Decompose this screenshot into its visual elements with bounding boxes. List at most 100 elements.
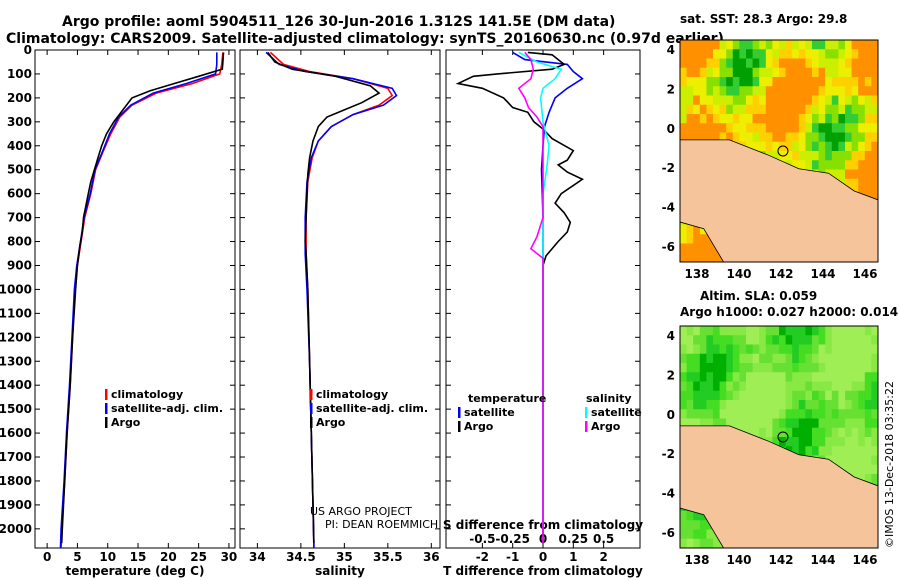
map-cell (812, 123, 820, 133)
map-cell (851, 400, 859, 410)
map-cell (739, 40, 747, 50)
map-cell (805, 353, 813, 364)
legend-swatch (585, 407, 588, 418)
map-cell (858, 151, 866, 161)
legend-label: Argo (316, 416, 346, 429)
project-label: US ARGO PROJECT (310, 505, 412, 518)
series-line-salinity-argo (517, 51, 544, 544)
map-cell (759, 381, 767, 392)
map-cell (713, 58, 721, 69)
map-cell (871, 188, 879, 198)
temperature-x-tick-label: 5 (73, 550, 81, 564)
map-cell (693, 77, 701, 87)
map-cell (693, 252, 701, 263)
map-cell (825, 446, 833, 456)
map-cell (706, 243, 714, 254)
map-cell (858, 77, 866, 87)
map-cell (831, 372, 839, 382)
map-cell (825, 363, 833, 373)
map-cell (864, 372, 872, 382)
map-cell (759, 86, 767, 96)
map-cell (871, 67, 879, 78)
series-line-argo (60, 52, 225, 544)
map-cell (825, 95, 833, 106)
map-cell (798, 104, 806, 115)
map-cell (851, 160, 859, 170)
map-cell (686, 67, 694, 78)
map-cell (858, 104, 866, 115)
map-x-tick-label: 142 (768, 267, 793, 281)
map-cell (726, 363, 734, 373)
map-cell (831, 344, 839, 355)
map-cell (871, 474, 879, 484)
sst-map-title: sat. SST: 28.3 Argo: 29.8 (680, 12, 847, 26)
map-cell (798, 409, 806, 419)
map-cell (812, 418, 820, 429)
sla-map-title-line1: Altim. SLA: 0.059 (700, 289, 817, 303)
map-cell (805, 123, 813, 133)
depth-tick-label: 1700 (0, 450, 32, 464)
map-x-tick-label: 138 (684, 553, 709, 567)
map-cell (864, 427, 872, 438)
map-cell (825, 372, 833, 382)
map-cell (759, 58, 767, 69)
map-cell (759, 95, 767, 106)
map-cell (719, 400, 727, 410)
map-cell (693, 104, 701, 115)
map-cell (752, 104, 760, 115)
map-cell (812, 409, 820, 419)
map-cell (785, 114, 793, 124)
map-cell (732, 58, 740, 69)
map-cell (713, 353, 721, 364)
map-cell (752, 390, 760, 401)
map-cell (825, 141, 833, 152)
map-cell (845, 132, 853, 143)
map-cell (693, 363, 701, 373)
map-cell (838, 104, 846, 115)
map-cell (805, 446, 813, 456)
map-cell (805, 95, 813, 106)
map-cell (772, 40, 780, 50)
figure-title-line2: Climatology: CARS2009. Satellite-adjuste… (6, 31, 724, 47)
map-cell (772, 363, 780, 373)
map-cell (785, 437, 793, 447)
map-cell (792, 58, 800, 69)
map-cell (772, 58, 780, 69)
map-cell (739, 114, 747, 124)
map-cell (713, 335, 721, 345)
map-cell (818, 353, 826, 364)
series-line-temperature-argo (455, 51, 585, 544)
map-cell (713, 77, 721, 87)
map-cell (818, 363, 826, 373)
map-cell (680, 225, 688, 235)
map-cell (680, 40, 688, 50)
map-cell (812, 363, 820, 373)
map-cell (792, 114, 800, 124)
map-cell (726, 381, 734, 392)
salinity-x-tick-label: 34.5 (286, 550, 316, 564)
map-cell (746, 114, 754, 124)
map-cell (792, 123, 800, 133)
map-cell (831, 400, 839, 410)
map-cell (838, 363, 846, 373)
map-cell (798, 86, 806, 96)
map-cell (838, 446, 846, 456)
depth-tick-label: 1000 (0, 282, 32, 296)
map-cell (818, 160, 826, 170)
sla-map-title-line2: Argo h1000: 0.027 h2000: 0.014 (680, 305, 898, 319)
map-cell (825, 418, 833, 429)
map-cell (831, 86, 839, 96)
map-cell (772, 381, 780, 392)
map-cell (752, 40, 760, 50)
map-cell (785, 418, 793, 429)
map-cell (858, 123, 866, 133)
map-cell (680, 77, 688, 87)
map-cell (772, 123, 780, 133)
map-cell (726, 67, 734, 78)
map-cell (719, 409, 727, 419)
map-cell (818, 104, 826, 115)
map-cell (785, 427, 793, 438)
map-cell (699, 49, 707, 59)
map-cell (746, 409, 754, 419)
map-cell (732, 77, 740, 87)
